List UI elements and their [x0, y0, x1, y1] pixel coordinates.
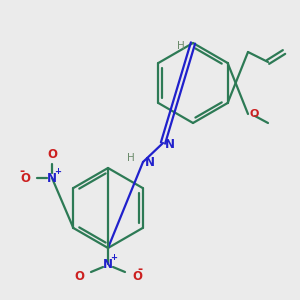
- Text: O: O: [132, 271, 142, 284]
- Text: O: O: [74, 271, 84, 284]
- Text: +: +: [110, 253, 118, 262]
- Text: H: H: [127, 153, 135, 163]
- Text: O: O: [47, 148, 57, 161]
- Text: O: O: [20, 172, 30, 184]
- Text: -: -: [137, 263, 142, 277]
- Text: N: N: [165, 137, 175, 151]
- Text: O: O: [250, 109, 260, 119]
- Text: -: -: [20, 164, 25, 178]
- Text: H: H: [177, 41, 185, 51]
- Text: N: N: [103, 257, 113, 271]
- Text: N: N: [145, 157, 155, 169]
- Text: N: N: [47, 172, 57, 184]
- Text: +: +: [55, 167, 62, 176]
